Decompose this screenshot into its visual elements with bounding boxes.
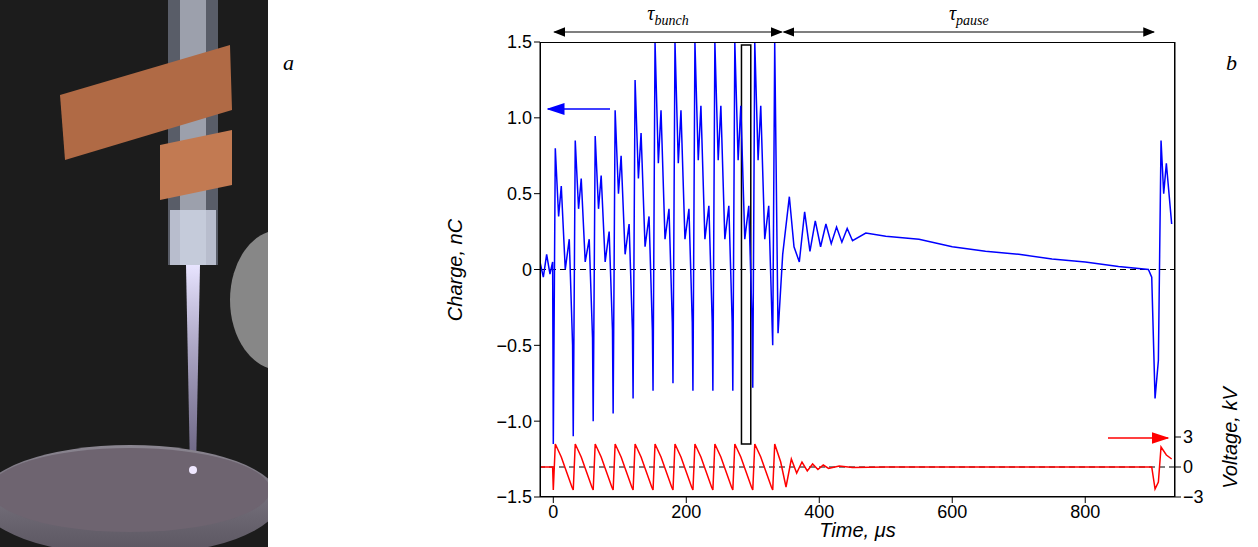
svg-text:−1.0: −1.0: [496, 412, 532, 432]
svg-text:0: 0: [522, 260, 532, 280]
svg-text:τbunch: τbunch: [647, 2, 688, 28]
svg-text:800: 800: [1070, 502, 1100, 522]
html-text:Time, μs: Time, μs: [819, 518, 896, 541]
svg-text:0.5: 0.5: [507, 184, 532, 204]
svg-text:600: 600: [937, 502, 967, 522]
svg-text:−3: −3: [1183, 487, 1204, 507]
svg-text:−1.5: −1.5: [496, 487, 532, 507]
svg-text:1.5: 1.5: [507, 32, 532, 52]
svg-text:0: 0: [548, 502, 558, 522]
html-text:Charge, nC: Charge, nC: [443, 218, 466, 321]
svg-text:1.0: 1.0: [507, 108, 532, 128]
svg-text:0: 0: [1183, 457, 1193, 477]
svg-text:3: 3: [1183, 427, 1193, 447]
svg-text:200: 200: [671, 502, 701, 522]
svg-text:400: 400: [804, 501, 835, 522]
html-text:Voltage, kV: Voltage, kV: [1218, 387, 1241, 489]
svg-text:−0.5: −0.5: [496, 336, 532, 356]
svg-text:τpause: τpause: [949, 2, 989, 28]
html-text:a: a: [283, 50, 294, 75]
html-text:b: b: [1226, 50, 1237, 75]
